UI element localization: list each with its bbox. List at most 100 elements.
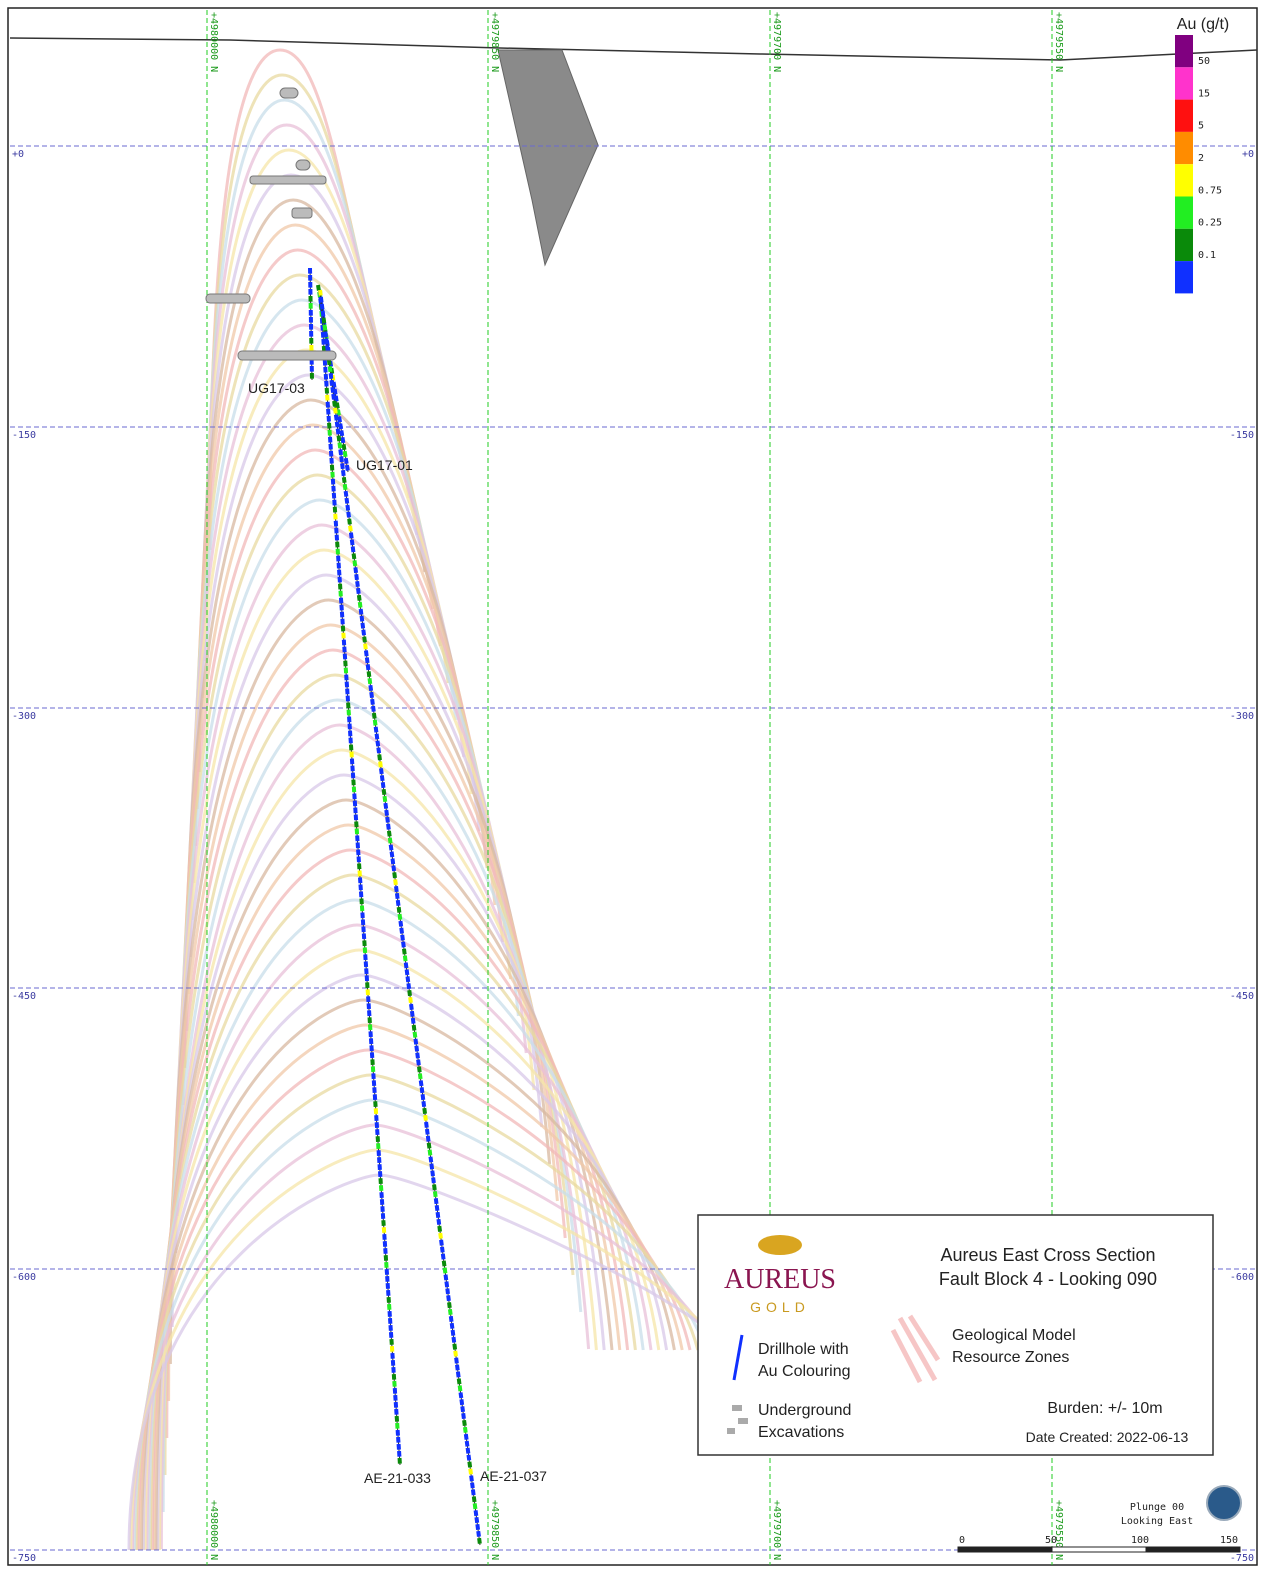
northing-label: +4979700 N: [771, 12, 782, 72]
assay: [410, 997, 411, 1003]
assay: [369, 671, 370, 677]
scale-segment: [1146, 1547, 1240, 1552]
assay: [385, 796, 386, 802]
elevation-label: -600: [1230, 1272, 1254, 1283]
assay: [460, 1386, 461, 1392]
assay: [335, 408, 336, 414]
assay: [337, 403, 338, 409]
assay: [399, 907, 400, 913]
assay: [393, 865, 394, 871]
assay: [403, 942, 404, 948]
assay: [342, 437, 343, 443]
legend-box: AUREUS GOLD Aureus East Cross Section Fa…: [698, 1215, 1213, 1455]
assay: [420, 1074, 421, 1080]
elevation-label: -300: [12, 711, 36, 722]
assay: [414, 1025, 415, 1031]
assay: [364, 637, 365, 643]
scale-label: 0: [959, 1535, 965, 1546]
assay: [357, 581, 358, 587]
assay: [351, 533, 352, 539]
assay: [449, 1302, 450, 1308]
assay: [404, 949, 405, 955]
assay: [377, 741, 378, 747]
au-label: 2: [1198, 153, 1204, 164]
northing-label: +4980000 N: [208, 12, 219, 72]
assay: [430, 1150, 431, 1156]
assay: [427, 1129, 428, 1135]
assay: [395, 879, 396, 885]
logo-name: AUREUS: [724, 1264, 836, 1295]
assay: [426, 1122, 427, 1128]
assay: [372, 699, 373, 705]
scale-label: 100: [1131, 1535, 1149, 1546]
assay: [445, 1268, 446, 1274]
assay: [385, 803, 386, 809]
assay: [415, 1039, 416, 1045]
assay: [438, 1219, 439, 1225]
assay: [462, 1406, 463, 1412]
assay: [355, 567, 356, 573]
assay: [425, 1115, 426, 1121]
assay: [400, 914, 401, 920]
assay: [417, 1053, 418, 1059]
assay: [431, 1164, 432, 1170]
assay: [415, 1032, 416, 1038]
assay: [413, 1018, 414, 1024]
legend-label: Resource Zones: [952, 1349, 1069, 1366]
assay: [391, 845, 392, 851]
assay: [471, 1476, 472, 1482]
assay: [377, 734, 378, 740]
logo-icon: [758, 1235, 802, 1255]
northing-label: +4979550 N: [1053, 12, 1064, 72]
assay: [402, 935, 403, 941]
northing-label: +4979850 N: [489, 1500, 500, 1560]
assay: [326, 339, 327, 345]
assay: [347, 505, 348, 511]
assay: [456, 1358, 457, 1364]
elevation-label: -600: [12, 1272, 36, 1283]
assay: [321, 297, 322, 303]
northing-label: +4979850 N: [489, 12, 500, 72]
au-label: 0.75: [1198, 185, 1222, 196]
assay: [409, 990, 410, 996]
assay: [353, 547, 354, 553]
assay: [347, 498, 348, 504]
assay: [394, 872, 395, 878]
assay: [405, 956, 406, 962]
au-label: 5: [1198, 121, 1204, 132]
elevation-label: -450: [12, 991, 36, 1002]
assay: [464, 1420, 465, 1426]
assay: [392, 852, 393, 858]
assay: [339, 436, 340, 442]
assay: [336, 396, 337, 402]
assay: [367, 657, 368, 663]
assay: [332, 387, 333, 393]
assay: [354, 560, 355, 566]
elevation-label: -150: [1230, 430, 1254, 441]
au-legend-title: Au (g/t): [1177, 16, 1229, 33]
assay: [463, 1413, 464, 1419]
assay: [440, 1233, 441, 1239]
assay: [429, 1143, 430, 1149]
assay: [360, 602, 361, 608]
assay: [447, 1288, 448, 1294]
assay: [384, 789, 385, 795]
assay: [375, 720, 376, 726]
assay: [342, 463, 343, 469]
legend-title: Fault Block 4 - Looking 090: [939, 1269, 1157, 1289]
assay: [412, 1011, 413, 1017]
assay: [421, 1080, 422, 1086]
assay: [453, 1337, 454, 1343]
au-swatch: [1175, 164, 1193, 196]
assay: [339, 443, 340, 449]
assay: [457, 1365, 458, 1371]
assay: [472, 1483, 473, 1489]
assay: [379, 755, 380, 761]
assay: [376, 727, 377, 733]
elevation-label: -150: [12, 430, 36, 441]
assay: [408, 976, 409, 982]
assay: [338, 410, 339, 416]
assay: [428, 1136, 429, 1142]
assay: [362, 623, 363, 629]
drillhole-label: AE-21-033: [364, 1470, 431, 1486]
